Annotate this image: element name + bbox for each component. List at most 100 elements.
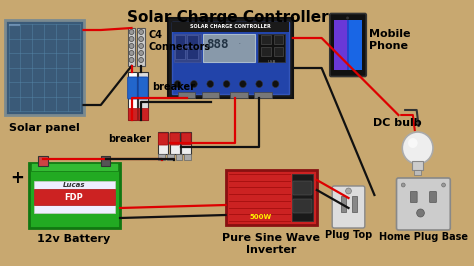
FancyBboxPatch shape <box>158 132 168 154</box>
FancyBboxPatch shape <box>187 35 198 46</box>
FancyBboxPatch shape <box>128 77 137 99</box>
FancyBboxPatch shape <box>170 133 180 145</box>
Text: 888: 888 <box>207 39 229 52</box>
FancyBboxPatch shape <box>292 174 313 221</box>
Text: 12v Battery: 12v Battery <box>37 234 110 244</box>
FancyBboxPatch shape <box>293 199 312 213</box>
FancyBboxPatch shape <box>273 47 283 56</box>
FancyBboxPatch shape <box>255 92 272 98</box>
FancyBboxPatch shape <box>184 154 191 160</box>
Text: .: . <box>238 39 240 44</box>
Circle shape <box>223 81 230 88</box>
FancyBboxPatch shape <box>334 20 346 70</box>
Circle shape <box>256 81 263 88</box>
FancyBboxPatch shape <box>138 108 148 120</box>
FancyBboxPatch shape <box>174 34 201 62</box>
Text: Mobile
Phone: Mobile Phone <box>369 29 410 51</box>
FancyBboxPatch shape <box>293 181 312 195</box>
Text: SOLAR CHARGE CONTROLLER: SOLAR CHARGE CONTROLLER <box>190 24 271 30</box>
FancyBboxPatch shape <box>182 132 191 154</box>
Circle shape <box>139 44 144 48</box>
FancyBboxPatch shape <box>429 192 437 202</box>
FancyBboxPatch shape <box>167 154 174 160</box>
FancyBboxPatch shape <box>202 34 255 62</box>
Circle shape <box>174 81 181 88</box>
Circle shape <box>346 188 351 194</box>
Circle shape <box>139 57 144 63</box>
Text: breaker: breaker <box>108 134 151 144</box>
Text: C4
Connectors: C4 Connectors <box>149 30 211 52</box>
Circle shape <box>239 81 246 88</box>
FancyBboxPatch shape <box>168 18 293 98</box>
FancyBboxPatch shape <box>273 35 283 44</box>
Circle shape <box>129 51 134 56</box>
FancyBboxPatch shape <box>34 181 115 213</box>
Text: +: + <box>10 169 24 187</box>
Circle shape <box>129 44 134 48</box>
Text: FDP: FDP <box>64 193 83 202</box>
Circle shape <box>191 81 197 88</box>
FancyBboxPatch shape <box>226 170 317 225</box>
Circle shape <box>207 81 214 88</box>
FancyBboxPatch shape <box>349 20 363 70</box>
Text: Pure Sine Wave
Inverter: Pure Sine Wave Inverter <box>222 233 320 255</box>
FancyBboxPatch shape <box>175 35 185 46</box>
Circle shape <box>272 81 279 88</box>
FancyBboxPatch shape <box>138 77 148 99</box>
FancyBboxPatch shape <box>412 161 423 170</box>
FancyBboxPatch shape <box>334 20 363 70</box>
FancyBboxPatch shape <box>175 48 185 59</box>
FancyBboxPatch shape <box>341 196 346 212</box>
Circle shape <box>402 132 433 164</box>
Circle shape <box>417 209 424 217</box>
FancyBboxPatch shape <box>201 92 219 98</box>
FancyBboxPatch shape <box>258 34 285 62</box>
Circle shape <box>139 30 144 35</box>
FancyBboxPatch shape <box>330 14 366 77</box>
FancyBboxPatch shape <box>137 28 145 66</box>
Circle shape <box>442 183 446 187</box>
FancyBboxPatch shape <box>170 132 180 154</box>
Text: USB: USB <box>267 60 276 64</box>
FancyBboxPatch shape <box>158 133 168 145</box>
FancyBboxPatch shape <box>410 192 417 202</box>
FancyBboxPatch shape <box>172 22 289 32</box>
Text: breaker: breaker <box>152 82 195 92</box>
FancyBboxPatch shape <box>414 170 421 175</box>
FancyBboxPatch shape <box>178 92 195 98</box>
FancyBboxPatch shape <box>101 156 110 166</box>
Circle shape <box>346 16 349 19</box>
Circle shape <box>129 57 134 63</box>
FancyBboxPatch shape <box>138 72 148 120</box>
FancyBboxPatch shape <box>176 154 182 160</box>
FancyBboxPatch shape <box>128 28 136 66</box>
FancyBboxPatch shape <box>187 48 198 59</box>
Text: Lucas: Lucas <box>63 182 85 188</box>
FancyBboxPatch shape <box>158 154 165 160</box>
FancyBboxPatch shape <box>332 186 365 228</box>
FancyBboxPatch shape <box>182 133 191 145</box>
FancyBboxPatch shape <box>128 72 137 120</box>
FancyBboxPatch shape <box>38 156 48 166</box>
FancyBboxPatch shape <box>230 92 248 98</box>
Text: Solar Charge Controller: Solar Charge Controller <box>127 10 328 25</box>
Text: Solar panel: Solar panel <box>9 123 80 133</box>
FancyBboxPatch shape <box>31 163 118 171</box>
FancyBboxPatch shape <box>261 47 271 56</box>
Circle shape <box>129 30 134 35</box>
Circle shape <box>401 183 405 187</box>
FancyBboxPatch shape <box>128 108 137 120</box>
Circle shape <box>408 138 418 148</box>
FancyBboxPatch shape <box>352 196 357 212</box>
FancyBboxPatch shape <box>261 35 271 44</box>
Circle shape <box>139 51 144 56</box>
FancyBboxPatch shape <box>172 22 289 94</box>
Text: Plug Top: Plug Top <box>325 230 372 240</box>
FancyBboxPatch shape <box>29 163 120 228</box>
FancyBboxPatch shape <box>397 178 450 230</box>
Text: Home Plug Base: Home Plug Base <box>379 232 468 242</box>
FancyBboxPatch shape <box>5 20 83 115</box>
Circle shape <box>129 36 134 41</box>
Text: 500W: 500W <box>250 214 272 220</box>
FancyBboxPatch shape <box>34 189 115 205</box>
